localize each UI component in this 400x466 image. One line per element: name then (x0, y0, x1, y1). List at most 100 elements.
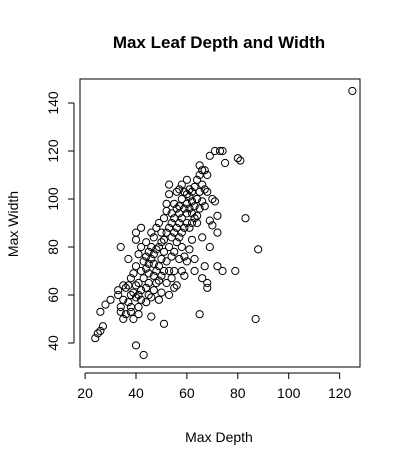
data-point (205, 216, 214, 225)
data-point (154, 295, 164, 304)
data-point (192, 194, 202, 204)
data-point (121, 283, 130, 292)
data-point (185, 185, 194, 194)
data-point (172, 281, 181, 290)
data-point (131, 228, 141, 237)
data-point (182, 199, 192, 208)
data-point (164, 180, 174, 189)
data-point (182, 218, 192, 228)
data-point (134, 278, 143, 288)
data-point (157, 271, 166, 280)
data-point (200, 166, 209, 175)
data-point (203, 170, 212, 180)
data-point (159, 235, 169, 244)
data-point (134, 310, 143, 319)
data-point (142, 238, 151, 247)
data-point (162, 278, 171, 288)
data-point (198, 166, 207, 175)
data-point (175, 233, 184, 242)
data-point (101, 300, 110, 309)
data-point (203, 278, 212, 288)
data-point (180, 271, 189, 280)
data-point (126, 274, 136, 283)
data-point (157, 238, 166, 247)
data-point (182, 175, 192, 184)
data-point (177, 266, 186, 276)
data-point (147, 228, 156, 237)
data-point (152, 223, 161, 232)
data-point (129, 269, 138, 278)
y-tick-label: 140 (45, 91, 61, 115)
data-point (185, 223, 194, 232)
data-point (131, 235, 141, 244)
data-point (157, 228, 166, 237)
data-point (129, 288, 138, 297)
data-point (139, 274, 148, 283)
x-tick-label: 60 (179, 385, 195, 401)
data-point (185, 245, 194, 254)
data-point (200, 185, 209, 194)
data-point (182, 190, 192, 199)
data-point (162, 257, 171, 266)
data-point (134, 290, 143, 300)
data-point (149, 250, 158, 259)
data-point (170, 199, 179, 208)
y-axis: 40 60 80 100 120 140 (45, 91, 75, 351)
x-tick-label: 120 (328, 385, 352, 401)
chart-title: Max Leaf Depth and Width (113, 33, 325, 52)
x-tick-label: 20 (77, 385, 93, 401)
data-point (175, 254, 184, 264)
x-axis: 20 40 60 80 100 120 (77, 372, 352, 401)
data-point (177, 180, 186, 189)
data-point (136, 266, 146, 276)
data-point (190, 214, 199, 223)
data-point (149, 286, 158, 295)
y-tick-label: 120 (45, 139, 61, 163)
data-point (195, 161, 204, 170)
data-point (170, 247, 179, 256)
data-point (241, 214, 250, 223)
data-point (154, 242, 164, 252)
data-point (144, 259, 153, 268)
data-point (162, 199, 171, 208)
data-point (139, 350, 148, 360)
data-point (177, 242, 186, 252)
data-point (136, 223, 146, 232)
data-point (159, 266, 169, 276)
data-point (198, 274, 207, 283)
data-point (124, 298, 133, 307)
data-point (106, 295, 115, 304)
data-point (131, 293, 141, 302)
data-point (175, 185, 184, 194)
y-tick-label: 100 (45, 187, 61, 211)
y-tick-label: 40 (45, 335, 61, 351)
data-point (96, 326, 105, 336)
data-point (187, 235, 197, 244)
data-point (180, 204, 189, 213)
data-point (119, 281, 128, 290)
data-point (93, 329, 102, 338)
data-point (175, 202, 184, 211)
data-point (134, 250, 143, 259)
data-point (157, 254, 166, 264)
data-point (159, 247, 169, 256)
data-point (190, 266, 199, 276)
data-point (144, 247, 153, 256)
data-point (195, 204, 204, 213)
data-point (231, 266, 240, 276)
data-point (134, 302, 143, 312)
data-point (154, 262, 164, 271)
x-axis-label: Max Depth (185, 429, 253, 445)
data-point (164, 242, 174, 252)
data-point (96, 307, 105, 316)
data-point (177, 194, 186, 204)
data-point (198, 233, 207, 242)
data-point (142, 252, 151, 261)
data-point (208, 194, 217, 204)
data-point (164, 190, 174, 199)
data-point (182, 257, 192, 266)
data-point (190, 182, 199, 192)
data-point (131, 262, 141, 271)
data-point (159, 319, 169, 328)
data-point (164, 290, 174, 300)
